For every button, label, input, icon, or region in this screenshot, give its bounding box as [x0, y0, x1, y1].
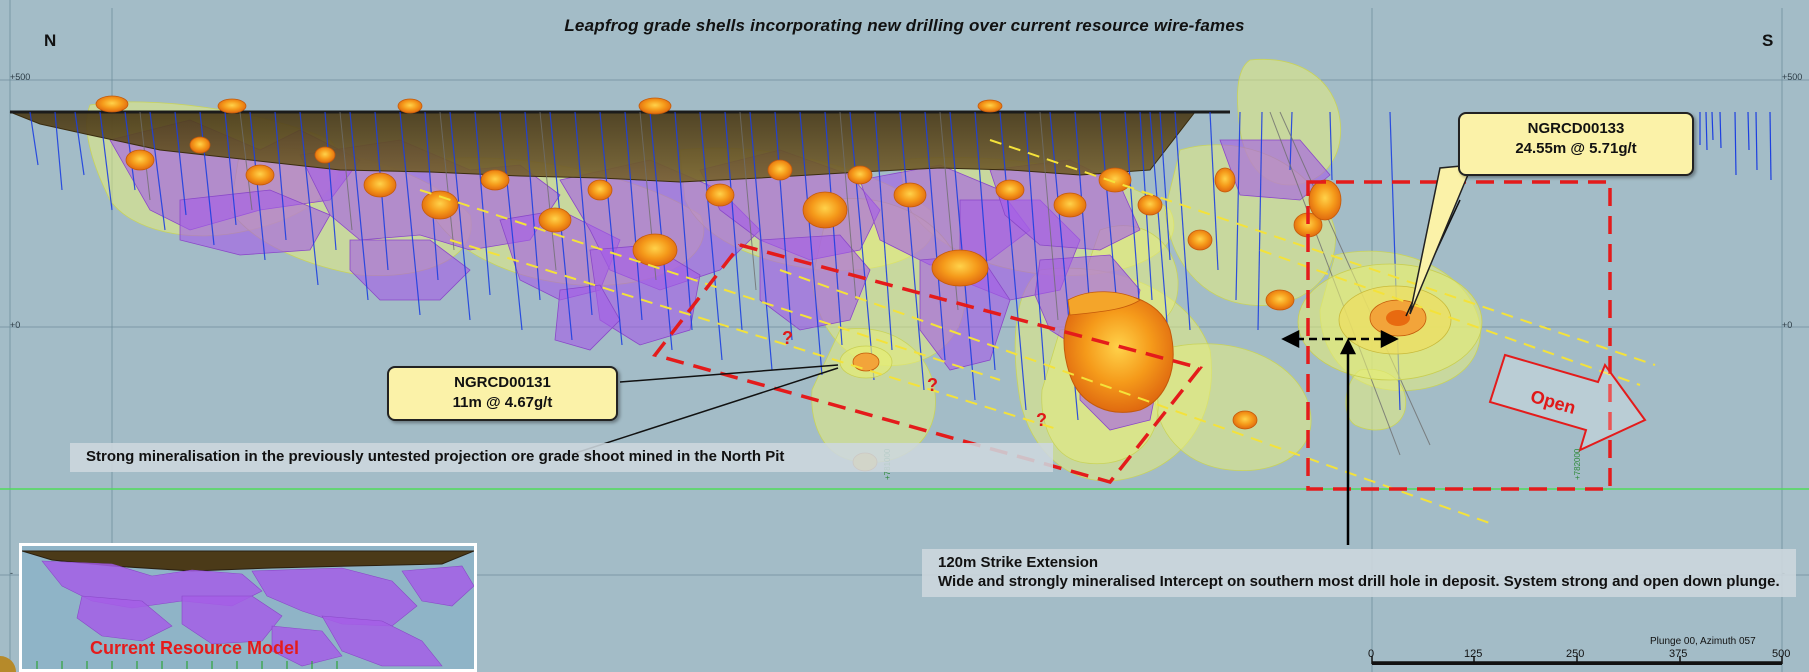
- ngrcd00131-intercept-shell: [839, 345, 893, 379]
- drill-traces: [29, 111, 1401, 421]
- inset-label: Current Resource Model: [90, 638, 300, 658]
- callout-ngrcd00131-hole: NGRCD00131: [454, 374, 551, 391]
- callout-ngrcd00133-hole: NGRCD00133: [1527, 120, 1625, 137]
- central-orebody: [1063, 293, 1174, 413]
- elevation-label-top-left: +500: [10, 72, 31, 82]
- open-arrow: [1488, 353, 1647, 452]
- elevation-label-low-left: -: [10, 568, 13, 578]
- strike-extension-arrow: [1281, 329, 1399, 545]
- question-mark-2: ?: [927, 375, 938, 395]
- section-title: Leapfrog grade shells incorporating new …: [564, 16, 1245, 35]
- note-north-pit: Strong mineralisation in the previously …: [70, 443, 1053, 472]
- callout-ngrcd00133-intercept: 24.55m @ 5.71g/t: [1515, 140, 1637, 157]
- scale-tick-0: 0: [1368, 648, 1375, 660]
- scale-tick-500: 500: [1772, 648, 1791, 660]
- scale-tick-250: 250: [1566, 648, 1585, 660]
- corner-marker: [0, 656, 16, 672]
- projection-outline: [652, 243, 1204, 484]
- current-resource-model-inset: Current Resource Model: [19, 543, 477, 672]
- ngrcd00133-intercept-shell: [1297, 263, 1483, 381]
- scale-bar-fill: [1372, 662, 1782, 665]
- callout-ngrcd00131-intercept: 11m @ 4.67g/t: [452, 394, 553, 411]
- central-orebody-upper: [1067, 291, 1141, 316]
- note-strike-extension-title: 120m Strike Extension: [938, 554, 1099, 571]
- elevation-label-mid-right: +0: [1782, 320, 1793, 330]
- inset-graphic: [22, 550, 474, 669]
- note-strike-extension-body: Wide and strongly mineralised Intercept …: [938, 573, 1780, 590]
- scale-tick-125: 125: [1464, 648, 1483, 660]
- compass-north: N: [44, 31, 57, 50]
- note-strike-extension: 120m Strike Extension Wide and strongly …: [922, 549, 1796, 597]
- callout-ngrcd00131: NGRCD00131 11m @ 4.67g/t: [387, 366, 618, 421]
- question-mark-3: ?: [1036, 410, 1047, 430]
- question-mark-1: ?: [782, 328, 793, 348]
- elevation-label-mid-left: +0: [10, 320, 21, 330]
- plunge-azimuth-label: Plunge 00, Azimuth 057: [1650, 636, 1756, 647]
- callout-ngrcd00133: NGRCD00133 24.55m @ 5.71g/t: [1458, 112, 1694, 176]
- ngrcd00133-pointer: [1409, 164, 1474, 315]
- northing-label-2: +782000: [1573, 448, 1582, 480]
- elevation-label-top-right: +500: [1782, 72, 1803, 82]
- scale-tick-375: 375: [1669, 648, 1688, 660]
- compass-south: S: [1762, 31, 1774, 50]
